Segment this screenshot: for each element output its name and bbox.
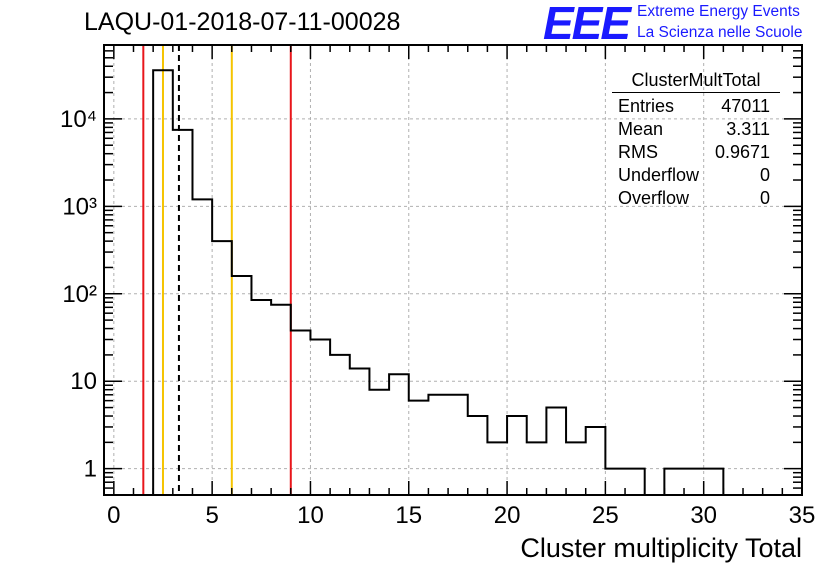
stats-row-overflow: Overflow 0 (612, 187, 780, 210)
histogram-bin (409, 401, 429, 495)
histogram-bin (586, 427, 606, 495)
stats-value: 0.9671 (714, 142, 770, 162)
histogram-bin (330, 355, 350, 495)
stats-box: ClusterMultTotal Entries 47011 Mean 3.31… (612, 70, 780, 210)
histogram-bin (369, 390, 389, 495)
stats-title: ClusterMultTotal (612, 70, 780, 93)
axis-ticks (104, 44, 803, 496)
histogram-bin (232, 276, 252, 495)
axis-tick-labels: 0 5 10 15 20 25 30 35 1 10 10² 10³ 10⁴ (60, 106, 815, 529)
histogram-bin (310, 340, 330, 495)
histogram-bin (664, 469, 684, 495)
chart-title: LAQU-01-2018-07-11-00028 (84, 8, 401, 36)
stats-label: Entries (618, 96, 675, 116)
histogram-bin (251, 300, 271, 495)
histogram-bin (468, 416, 488, 495)
histogram-outline (152, 69, 725, 496)
histogram-bin (507, 416, 527, 495)
logo-subtitle-line2: La Scienza nelle Scuole (637, 24, 803, 41)
stats-value: 0 (759, 165, 770, 185)
histogram-bin (428, 395, 448, 495)
stats-value: 47011 (721, 96, 770, 116)
stats-row-underflow: Underflow 0 (612, 164, 780, 187)
x-tick-label: 5 (205, 502, 218, 529)
x-tick-label: 15 (395, 502, 422, 529)
histogram-bin (684, 469, 704, 495)
x-tick-label: 35 (789, 502, 816, 529)
histogram-bin (173, 130, 193, 495)
histogram-bin (350, 368, 370, 495)
histogram-bin (153, 70, 173, 495)
x-tick-label: 25 (592, 502, 619, 529)
histogram-bin (192, 199, 212, 495)
stats-label: Overflow (618, 188, 690, 208)
plot-frame (103, 44, 803, 496)
histogram-bin (271, 305, 291, 495)
stats-row-rms: RMS 0.9671 (612, 141, 780, 164)
x-tick-label: 0 (107, 502, 120, 529)
histogram-bin (291, 331, 311, 495)
x-tick-label: 30 (690, 502, 717, 529)
grid-lines (104, 45, 803, 495)
y-tick-label: 10⁴ (60, 106, 97, 133)
histogram-bin (704, 469, 724, 495)
histogram-bin (625, 469, 645, 495)
stats-label: Underflow (618, 165, 700, 185)
histogram-bin (566, 442, 586, 495)
histogram-bin (389, 374, 409, 495)
x-axis-label: Cluster multiplicity Total (520, 533, 802, 563)
stats-row-mean: Mean 3.311 (612, 118, 780, 141)
stats-label: RMS (618, 142, 658, 162)
histogram-bin (212, 241, 232, 495)
histogram-bin (546, 408, 566, 495)
eee-logo: EEE (543, 0, 631, 49)
stats-row-entries: Entries 47011 (612, 95, 780, 118)
histogram-bin (605, 469, 625, 495)
y-tick-label: 1 (84, 456, 97, 483)
x-tick-label: 20 (494, 502, 521, 529)
stats-label: Mean (618, 119, 664, 139)
stats-value: 3.311 (726, 119, 770, 139)
logo-subtitle-line1: Extreme Energy Events (637, 3, 800, 20)
histogram-bin (448, 395, 468, 495)
y-tick-label: 10 (70, 368, 97, 395)
x-tick-label: 10 (297, 502, 324, 529)
y-tick-label: 10³ (62, 193, 97, 220)
histogram-bin (487, 442, 507, 495)
histogram-bin (527, 442, 547, 495)
stats-value: 0 (759, 188, 770, 208)
y-tick-label: 10² (62, 281, 97, 308)
